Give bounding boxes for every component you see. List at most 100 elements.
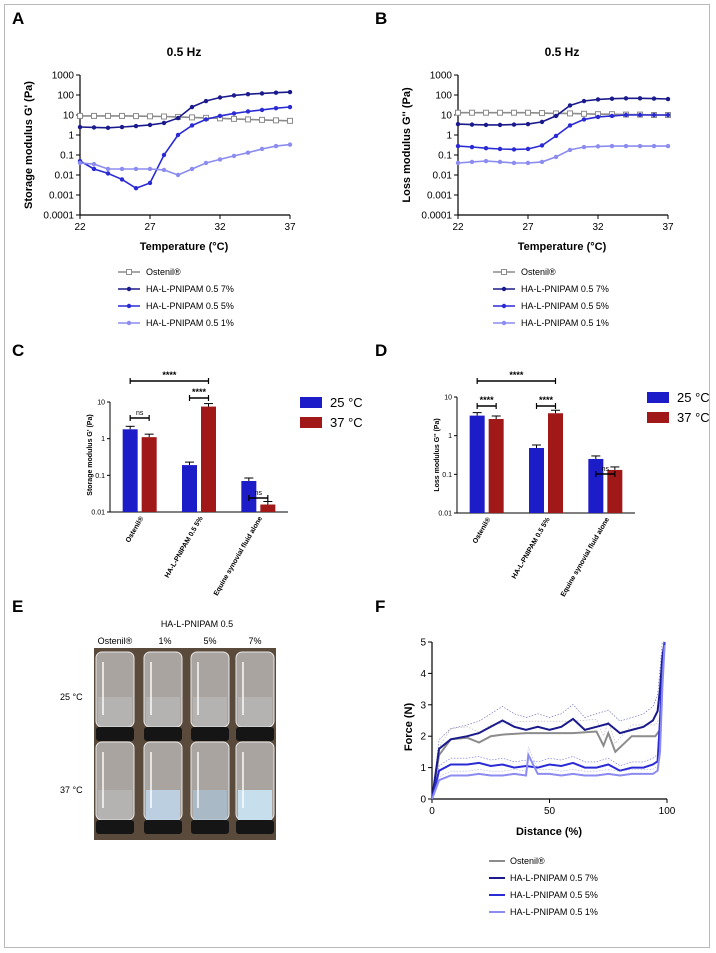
series-line	[79, 143, 291, 176]
legend-marker	[126, 320, 132, 326]
significance-label: ****	[509, 370, 524, 380]
data-point	[133, 166, 139, 172]
series-line	[457, 97, 669, 126]
bar	[529, 447, 544, 513]
y-tick-label: 10	[97, 400, 105, 407]
data-point	[91, 166, 97, 172]
data-point	[525, 109, 531, 116]
y-tick-label: 1000	[430, 71, 453, 82]
significance-label: ****	[480, 395, 495, 405]
y-tick-label: 1	[420, 763, 426, 774]
panel-d-ylabel: Loss modulus G'' (Pa)	[434, 418, 441, 491]
bar	[141, 437, 157, 512]
category-label: Equine synovial fluid alone	[560, 516, 611, 598]
vial-cap	[191, 727, 229, 741]
data-point	[259, 107, 265, 113]
data-point	[119, 112, 125, 119]
series-line	[431, 641, 666, 800]
y-tick-label: 1	[101, 436, 105, 443]
data-point	[497, 159, 503, 165]
panel-b-ylabel: Loss modulus G'' (Pa)	[401, 87, 413, 203]
data-point	[273, 90, 279, 95]
legend-label: 25 °C	[677, 390, 710, 405]
legend-label: HA-L-PNIPAM 0.5 1%	[521, 318, 609, 328]
y-tick-label: 1	[446, 131, 452, 142]
data-point	[497, 122, 503, 128]
y-tick-label: 0.01	[91, 510, 105, 517]
data-point	[231, 111, 237, 116]
data-point	[217, 157, 223, 162]
legend-swatch	[647, 392, 669, 403]
data-point	[651, 143, 657, 149]
y-tick-label: 0.1	[95, 473, 105, 480]
data-point	[203, 98, 209, 104]
y-tick-label: 2	[420, 732, 426, 743]
y-tick-label: 4	[420, 669, 426, 680]
data-point	[189, 104, 195, 110]
data-point	[105, 112, 111, 119]
series-line	[431, 641, 666, 800]
vial-cap	[144, 727, 182, 741]
data-point	[525, 121, 531, 127]
y-tick-label: 1	[448, 433, 452, 440]
category-label: Equine synovial fluid alone	[213, 515, 264, 597]
data-point	[595, 97, 601, 102]
x-tick-label: 27	[522, 222, 534, 233]
legend-b: Ostenil® HA-L-PNIPAM 0.5 7% HA-L-PNIPAM 0.…	[493, 267, 609, 328]
photo-col-7pct: 7%	[248, 636, 261, 646]
x-tick-label: 37	[662, 222, 674, 233]
panel-b-xlabel: Temperature (°C)	[518, 241, 607, 253]
data-point	[595, 114, 601, 120]
vial-cap	[236, 820, 274, 834]
panel-label-c: C	[12, 341, 24, 360]
legend-label: Ostenil®	[510, 856, 545, 866]
sd-line	[431, 641, 665, 800]
panel-label-a: A	[12, 9, 24, 28]
bar	[182, 465, 197, 512]
data-point	[245, 91, 251, 97]
y-tick-label: 5	[420, 638, 426, 649]
y-tick-label: 0.1	[60, 151, 74, 162]
panel-label-b: B	[375, 9, 387, 28]
significance-label: ****	[539, 395, 554, 405]
data-point	[203, 160, 209, 166]
legend-label: HA-L-PNIPAM 0.5 7%	[146, 284, 234, 294]
panel-d-chart: 0.01 0.1 1 10 Ostenil® HA-L-PNIPAM 0.5 5% Equi…	[438, 370, 709, 598]
data-point	[217, 113, 223, 119]
legend-label: 25 °C	[330, 395, 363, 410]
panel-a-xlabel: Temperature (°C)	[140, 241, 229, 253]
data-point	[245, 116, 251, 123]
sd-line	[431, 641, 665, 800]
data-point	[133, 185, 139, 191]
data-point	[567, 103, 573, 108]
data-point	[623, 96, 629, 101]
data-point	[525, 160, 531, 166]
legend-swatch	[300, 417, 322, 428]
legend-label: Ostenil®	[146, 267, 181, 277]
panel-label-f: F	[375, 597, 385, 616]
legend-marker	[126, 269, 132, 275]
panel-e-photo: HA-L-PNIPAM 0.5 Ostenil® 1% 5% 7% 25 °C …	[60, 619, 276, 840]
x-tick-label: 100	[659, 806, 676, 817]
data-point	[637, 96, 643, 101]
data-point	[287, 142, 293, 147]
data-point	[161, 167, 167, 173]
legend-marker	[501, 320, 507, 326]
significance-label: ****	[192, 387, 207, 397]
data-point	[455, 121, 461, 127]
data-point	[567, 147, 573, 153]
data-point	[469, 109, 475, 116]
y-tick-label: 10	[444, 395, 452, 402]
data-point	[609, 143, 615, 149]
legend-label: 37 °C	[677, 410, 710, 425]
data-point	[189, 166, 195, 172]
data-point	[511, 109, 517, 116]
data-point	[553, 113, 559, 119]
data-point	[231, 153, 237, 159]
legend-label: HA-L-PNIPAM 0.5 5%	[510, 890, 598, 900]
y-tick-label: 3	[420, 700, 426, 711]
series-line	[431, 645, 666, 800]
data-point	[91, 125, 97, 130]
